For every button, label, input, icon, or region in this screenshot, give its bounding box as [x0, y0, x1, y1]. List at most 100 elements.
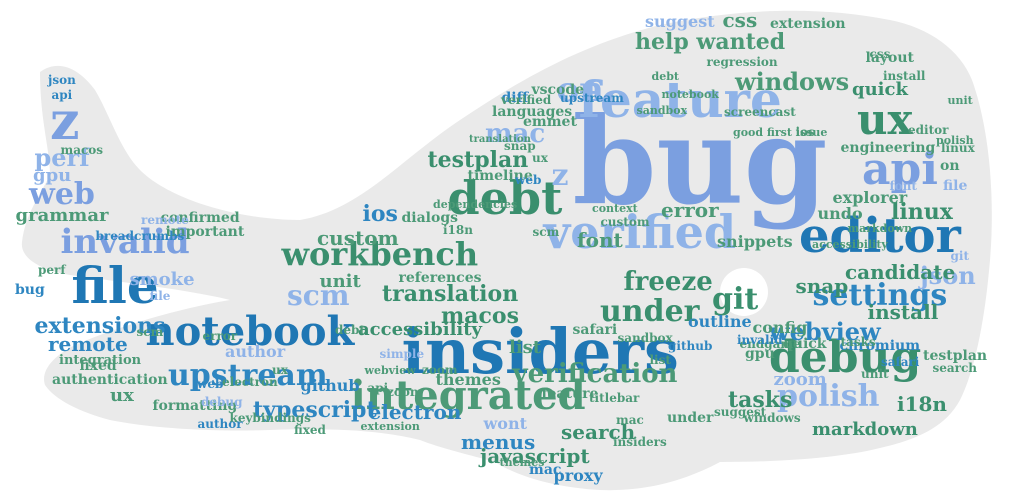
cloud-word: z	[551, 158, 569, 193]
cloud-word: snap	[504, 139, 536, 153]
cloud-word: custom	[600, 215, 650, 229]
cloud-word: web	[197, 377, 224, 391]
cloud-word: undo	[817, 204, 863, 223]
cloud-word: debt	[335, 323, 365, 337]
cloud-word: z	[50, 91, 80, 152]
cloud-word: testplan	[923, 348, 988, 364]
cloud-word: endgame	[739, 337, 801, 351]
cloud-word: json	[920, 261, 976, 290]
cloud-word: debug	[201, 395, 243, 409]
cloud-word: markdown	[812, 419, 918, 440]
cloud-word: windows	[735, 67, 850, 96]
cloud-word: fixed	[79, 358, 117, 374]
cloud-word: tasks	[840, 335, 876, 349]
cloud-word: perf	[38, 263, 66, 277]
cloud-word: mac	[616, 413, 644, 427]
cloud-word: quick	[783, 336, 827, 352]
cloud-word: unit	[319, 271, 361, 292]
cloud-word: good first issue	[733, 125, 828, 139]
cloud-word: smoke	[129, 269, 195, 290]
cloud-word: file	[943, 178, 968, 194]
cloud-word: git	[950, 249, 970, 263]
cloud-word: css	[869, 47, 891, 61]
cloud-word: bug	[15, 282, 45, 298]
cloud-word: wont	[483, 414, 527, 433]
cloud-word: integrated	[350, 372, 586, 419]
cloud-word: extension	[360, 419, 420, 433]
cloud-word: editor	[799, 208, 961, 264]
cloud-word: context	[592, 201, 638, 215]
cloud-word: zoom	[422, 363, 458, 377]
cloud-word: list	[509, 337, 542, 358]
cloud-word: explorer	[832, 188, 908, 207]
cloud-word: sandbox	[617, 331, 673, 345]
cloud-word: important	[165, 224, 245, 240]
cloud-word: help wanted	[635, 29, 786, 55]
cloud-word: quick	[852, 79, 908, 100]
cloud-word: font	[889, 179, 917, 193]
cloud-word: grammar	[15, 205, 109, 226]
cloud-word: extension	[770, 16, 846, 32]
cloud-word: linux	[941, 141, 975, 155]
cloud-word: list	[649, 353, 671, 367]
cloud-word: under	[667, 410, 714, 426]
cloud-word: css	[722, 8, 758, 32]
cloud-word: unit	[947, 93, 973, 107]
cloud-word: zoom	[773, 369, 827, 390]
cloud-word: feature	[578, 70, 782, 129]
cloud-word: custom	[317, 226, 399, 250]
cloud-word: themes	[435, 370, 501, 389]
cloud-word: proxy	[553, 466, 603, 485]
cloud-word: linux	[891, 199, 953, 225]
cloud-word: ux	[272, 363, 288, 377]
cloud-word: fixed	[294, 423, 326, 437]
cloud-word: snap	[795, 274, 849, 298]
cloud-word: github	[300, 376, 360, 395]
cloud-word: scm	[287, 279, 350, 312]
cloud-word: ios	[362, 201, 398, 227]
cloud-word: translation	[382, 281, 519, 307]
cloud-word: mac	[485, 119, 546, 149]
cloud-word: macos	[441, 303, 519, 329]
cloud-word: outline	[688, 312, 752, 331]
cloud-word: unit	[861, 367, 889, 381]
cloud-word: snippets	[717, 232, 793, 251]
cloud-word: verified	[501, 93, 552, 107]
cloud-word: i18n	[443, 223, 473, 237]
cloud-word: layout	[865, 50, 915, 66]
cloud-word: verified	[543, 205, 737, 259]
cloud-word: ux	[532, 151, 548, 165]
cloud-word: font	[577, 228, 623, 252]
cloud-word: bug	[572, 91, 828, 232]
cloud-word: config	[752, 318, 808, 337]
cloud-word: freeze	[623, 267, 713, 297]
cloud-word: safari	[572, 322, 618, 338]
whale-eye	[720, 268, 768, 316]
cloud-word: insiders	[613, 435, 667, 449]
cloud-word: gpu	[745, 346, 775, 362]
cloud-word: install	[883, 69, 926, 83]
cloud-word: macos	[60, 143, 104, 157]
cloud-word: upstream	[560, 91, 624, 105]
cloud-word: electron	[222, 375, 278, 389]
cloud-word: remote	[141, 213, 189, 227]
whale-body	[21, 10, 992, 491]
cloud-word: search	[561, 420, 636, 444]
cloud-word: breadcrumbs	[95, 229, 185, 243]
cloud-word: author	[225, 342, 286, 361]
cloud-word: authentication	[52, 372, 168, 388]
cloud-word: webview	[769, 317, 881, 346]
cloud-word: git	[712, 282, 759, 317]
cloud-word: markdown	[847, 221, 913, 235]
cloud-word: regression	[706, 55, 778, 69]
cloud-word: notebook	[661, 87, 719, 101]
cloud-word: references	[398, 270, 482, 286]
cloud-word: on	[940, 158, 960, 174]
cloud-word: workbench	[281, 235, 479, 273]
cloud-word: debug	[769, 332, 922, 383]
cloud-word: typescript	[253, 397, 377, 423]
cloud-word: extensions	[34, 313, 166, 339]
cloud-word: diff	[501, 90, 529, 106]
